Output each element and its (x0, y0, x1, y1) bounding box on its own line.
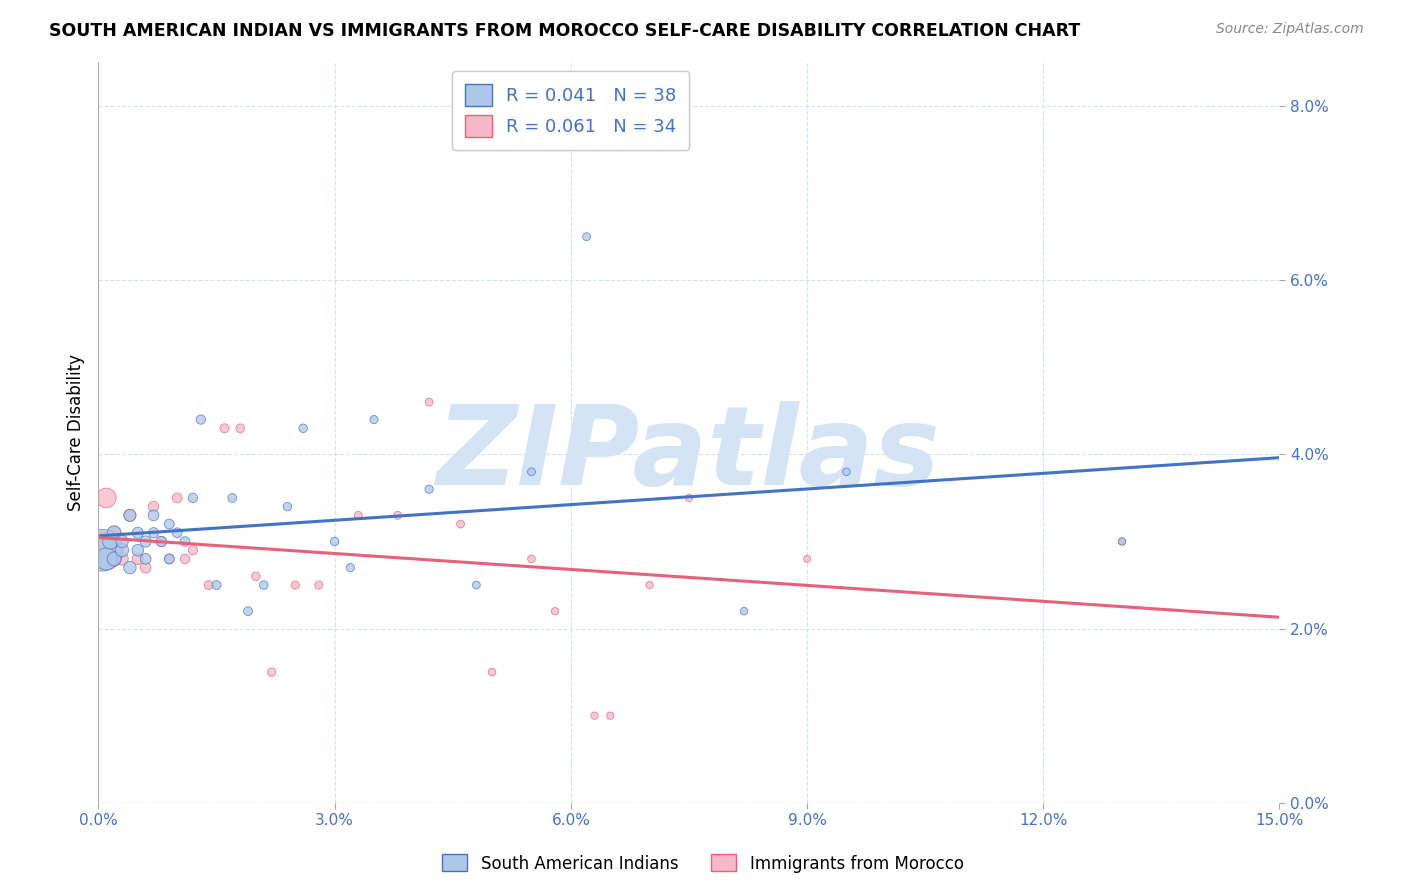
Point (166, 491, 188, 505)
Text: SOUTH AMERICAN INDIAN VS IMMIGRANTS FROM MOROCCO SELF-CARE DISABILITY CORRELATIO: SOUTH AMERICAN INDIAN VS IMMIGRANTS FROM… (49, 22, 1080, 40)
Point (245, 569, 267, 583)
Point (174, 552, 197, 566)
Point (118, 508, 141, 523)
Point (103, 525, 125, 540)
Text: Source: ZipAtlas.com: Source: ZipAtlas.com (1216, 22, 1364, 37)
Point (253, 578, 276, 592)
Point (638, 578, 661, 592)
Point (418, 482, 440, 496)
Point (157, 552, 180, 566)
Point (583, 708, 606, 723)
Point (103, 552, 125, 566)
Point (127, 552, 149, 566)
Point (190, 412, 212, 426)
Point (214, 421, 236, 435)
Point (142, 525, 165, 540)
Legend: South American Indians, Immigrants from Morocco: South American Indians, Immigrants from … (436, 847, 970, 880)
Point (520, 465, 543, 479)
Point (450, 517, 472, 532)
Point (308, 578, 330, 592)
Point (127, 525, 149, 540)
Point (339, 560, 361, 574)
Point (465, 578, 488, 592)
Point (127, 543, 149, 558)
Point (157, 552, 180, 566)
Point (796, 552, 818, 566)
Point (111, 534, 134, 549)
Point (118, 508, 141, 523)
Point (174, 534, 197, 549)
Point (150, 534, 173, 549)
Point (181, 543, 204, 558)
Point (733, 604, 755, 618)
Point (236, 604, 259, 618)
Point (111, 543, 134, 558)
Point (292, 421, 315, 435)
Point (111, 552, 134, 566)
Point (481, 665, 503, 680)
Point (221, 491, 243, 505)
Point (135, 552, 157, 566)
Point (98, 534, 121, 549)
Point (575, 229, 598, 244)
Point (1111, 534, 1133, 549)
Point (142, 500, 165, 514)
Point (150, 534, 173, 549)
Point (96, 552, 118, 566)
Point (181, 491, 204, 505)
Point (229, 421, 252, 435)
Point (118, 560, 141, 574)
Point (418, 395, 440, 409)
Point (284, 578, 307, 592)
Text: ZIPatlas: ZIPatlas (437, 401, 941, 508)
Point (1111, 534, 1133, 549)
Point (544, 604, 567, 618)
Point (157, 517, 180, 532)
Legend: R = 0.041   N = 38, R = 0.061   N = 34: R = 0.041 N = 38, R = 0.061 N = 34 (453, 71, 689, 150)
Point (678, 491, 700, 505)
Point (599, 708, 621, 723)
Y-axis label: Self-Care Disability: Self-Care Disability (66, 354, 84, 511)
Point (347, 508, 370, 523)
Point (197, 578, 219, 592)
Point (91, 543, 114, 558)
Point (520, 552, 543, 566)
Point (96, 491, 118, 505)
Point (323, 534, 346, 549)
Point (135, 534, 157, 549)
Point (91, 543, 114, 558)
Point (260, 665, 283, 680)
Point (363, 412, 385, 426)
Point (166, 525, 188, 540)
Point (276, 500, 298, 514)
Point (142, 508, 165, 523)
Point (387, 508, 409, 523)
Point (103, 552, 125, 566)
Point (835, 465, 858, 479)
Point (103, 525, 125, 540)
Point (205, 578, 228, 592)
Point (135, 560, 157, 574)
